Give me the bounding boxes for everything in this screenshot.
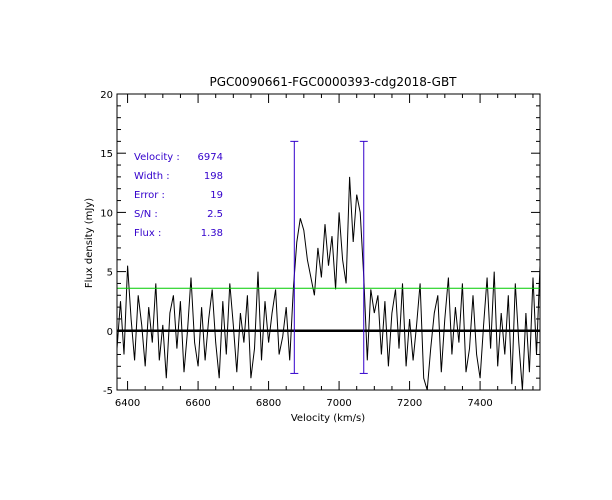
plot-frame — [116, 93, 541, 391]
spectrum-line — [116, 176, 541, 391]
x-tick-label: 6800 — [256, 398, 281, 409]
annotation-value: 198 — [204, 171, 223, 182]
annotation-label: Flux : — [134, 228, 161, 239]
x-axis-label: Velocity (km/s) — [291, 413, 365, 424]
y-tick-label: 5 — [107, 268, 113, 279]
y-tick-label: 15 — [100, 149, 113, 160]
x-tick-label: 6600 — [185, 398, 210, 409]
y-tick-label: -5 — [103, 386, 113, 397]
measurement-annotations: Velocity : 6974 Width : 198 Error : 19 S/N : 2.… — [134, 152, 223, 239]
y-tick-label: 10 — [100, 208, 113, 219]
chart-title: PGC0090661-FGC0000393-cdg2018-GBT — [209, 75, 457, 89]
annotation-value: 19 — [210, 190, 223, 201]
x-tick-label: 7400 — [467, 398, 492, 409]
y-tick-label: 20 — [100, 90, 113, 101]
annotation-label: Width : — [134, 171, 170, 182]
x-tick-label: 7200 — [397, 398, 422, 409]
plot-area — [116, 140, 541, 391]
annotation-value: 6974 — [198, 152, 223, 163]
y-tick-label: 0 — [107, 327, 113, 338]
annotation-label: Error : — [134, 190, 165, 201]
annotation-value: 1.38 — [201, 228, 223, 239]
axes: 6400 6600 6800 7000 7200 7400 -5 0 5 10 15 20 — [100, 90, 541, 409]
annotation-value: 2.5 — [207, 209, 223, 220]
annotation-label: S/N : — [134, 209, 158, 220]
annotation-label: Velocity : — [134, 152, 180, 163]
x-tick-label: 7000 — [326, 398, 351, 409]
x-tick-label: 6400 — [115, 398, 140, 409]
y-axis-label: Flux density (mJy) — [84, 198, 95, 288]
